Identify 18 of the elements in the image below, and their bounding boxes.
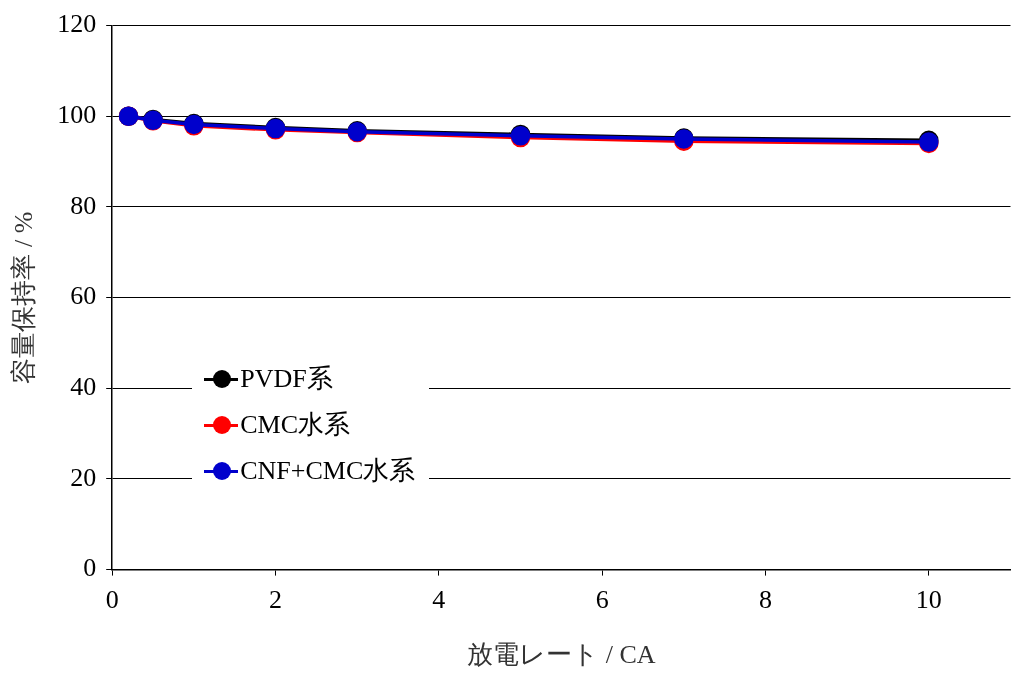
y-axis-title: 容量保持率 / % — [9, 211, 39, 384]
y-tick-label: 0 — [83, 553, 97, 583]
x-tick-label: 4 — [432, 585, 446, 615]
legend-label: CNF+CMC水系 — [240, 455, 416, 488]
legend-label: PVDF系 — [240, 363, 333, 396]
x-tick-label: 8 — [759, 585, 773, 615]
x-axis-title: 放電レート / CA — [467, 640, 656, 670]
x-tick-label: 6 — [595, 585, 609, 615]
x-tick-label: 0 — [105, 585, 119, 615]
y-tick-label: 60 — [70, 281, 97, 311]
y-tick-label: 100 — [57, 100, 97, 130]
x-tick-label: 2 — [269, 585, 283, 615]
y-tick-label: 40 — [70, 372, 97, 402]
y-tick-label: 20 — [70, 462, 97, 492]
legend-label: CMC水系 — [240, 409, 350, 442]
x-tick-label: 10 — [915, 585, 942, 615]
y-tick-label: 80 — [70, 190, 97, 220]
y-tick-label: 120 — [57, 9, 97, 39]
